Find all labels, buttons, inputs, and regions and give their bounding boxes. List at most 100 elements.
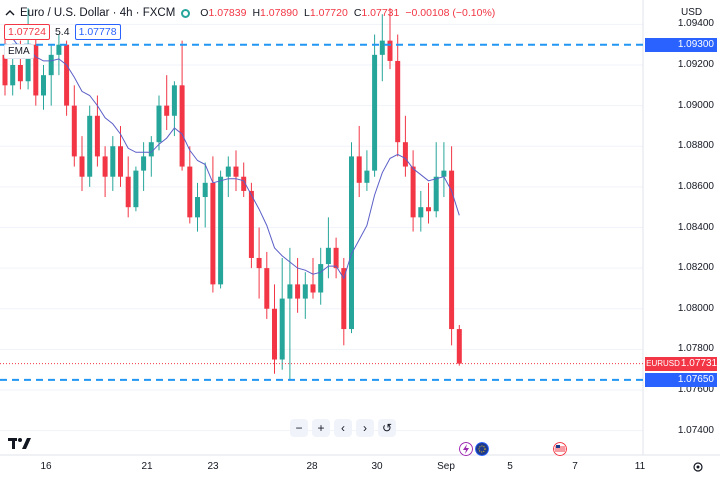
lightning-event-icon[interactable] xyxy=(459,442,473,456)
candle-body xyxy=(441,170,447,177)
eu-flag-event-icon[interactable] xyxy=(475,442,489,456)
candle-body xyxy=(456,329,462,364)
candle-body xyxy=(202,182,208,198)
candle-body xyxy=(449,170,455,330)
candle xyxy=(64,40,70,116)
tradingview-logo-icon[interactable] xyxy=(8,436,32,453)
time-tick-label: 28 xyxy=(306,461,318,472)
currency-selector[interactable]: USD xyxy=(681,7,703,18)
last-price-tag: 1.07731 xyxy=(680,356,718,371)
candle xyxy=(210,156,216,293)
candle xyxy=(241,162,247,198)
candle-body xyxy=(410,166,416,218)
candle xyxy=(287,247,293,380)
candle-body xyxy=(17,65,23,82)
candle xyxy=(441,142,447,198)
horizontal-lines[interactable] xyxy=(0,43,643,381)
time-tick-label: Sep xyxy=(437,461,455,472)
ema-indicator-label[interactable]: EMA xyxy=(4,44,34,59)
spread-value: 5.4 xyxy=(54,26,70,38)
candle xyxy=(125,156,131,218)
candle xyxy=(456,325,462,366)
chevron-up-icon[interactable] xyxy=(4,7,16,19)
candle xyxy=(41,65,46,110)
candle-body xyxy=(64,44,70,106)
candle-body xyxy=(10,65,16,86)
candle-body xyxy=(156,105,162,143)
zoom-out-button[interactable]: − xyxy=(290,419,308,437)
candle-body xyxy=(325,247,331,265)
scroll-left-button[interactable]: ‹ xyxy=(334,419,352,437)
candle-body xyxy=(341,268,347,330)
candle-body xyxy=(164,105,170,116)
ohlc-change: −0.00108 (−0.10%) xyxy=(405,7,496,19)
candle-body xyxy=(118,146,123,177)
candle xyxy=(272,284,277,374)
candle-body xyxy=(433,176,439,212)
candle-body xyxy=(310,284,316,293)
candle-body xyxy=(102,156,108,177)
market-status-icon xyxy=(181,8,191,18)
candle xyxy=(71,85,77,167)
candle xyxy=(233,150,239,191)
candle xyxy=(164,75,170,130)
candle xyxy=(187,146,193,224)
candle-body xyxy=(56,44,62,55)
buy-price-button[interactable]: 1.07778 xyxy=(74,24,121,40)
candle xyxy=(148,136,154,177)
scroll-right-button[interactable]: › xyxy=(356,419,374,437)
candle xyxy=(48,44,54,106)
us-flag-event-icon[interactable] xyxy=(553,442,567,456)
candle xyxy=(133,166,139,212)
candle-body xyxy=(25,44,31,82)
time-tick-label: 16 xyxy=(40,461,52,472)
candle xyxy=(79,136,85,191)
candle-body xyxy=(94,115,100,157)
candle-body xyxy=(287,284,293,299)
candle-body xyxy=(387,40,393,61)
bid-ask-row: 1.07724 5.4 1.07778 xyxy=(4,24,121,40)
chart-nav-toolbar: − + ‹ › ↺ xyxy=(290,419,396,437)
candle xyxy=(264,251,270,319)
candle-body xyxy=(233,166,239,177)
gear-icon[interactable] xyxy=(692,461,704,473)
candle-body xyxy=(402,142,408,167)
candle xyxy=(418,190,424,232)
candle xyxy=(349,142,354,334)
candle-body xyxy=(2,54,8,86)
symbol-title[interactable]: Euro / U.S. Dollar · 4h · FXCM xyxy=(20,7,176,19)
ohlc-close: C1.07731 xyxy=(353,7,400,19)
candle xyxy=(426,182,431,224)
price-tick-label: 1.07600 xyxy=(677,384,714,395)
sell-price-button[interactable]: 1.07724 xyxy=(4,24,50,40)
upper-line-price-tag: 1.09300 xyxy=(645,37,717,52)
candle xyxy=(110,136,116,191)
time-tick-label: 5 xyxy=(507,461,513,472)
candle-body xyxy=(372,54,378,171)
price-tick-label: 1.09000 xyxy=(677,99,714,111)
candle xyxy=(248,182,254,269)
candle-body xyxy=(187,166,193,218)
candle xyxy=(356,125,362,198)
candle xyxy=(433,142,439,218)
reset-chart-button[interactable]: ↺ xyxy=(378,419,396,437)
chart-grid xyxy=(0,23,643,432)
time-tick-label: 11 xyxy=(634,461,646,472)
candle-body xyxy=(418,207,424,218)
candle xyxy=(341,257,347,346)
candle xyxy=(372,34,378,177)
candle-body xyxy=(241,176,247,191)
candle-body xyxy=(426,207,431,212)
candle-body xyxy=(395,60,401,143)
candle-body xyxy=(256,257,262,269)
time-tick-label: 30 xyxy=(371,461,383,472)
candle xyxy=(179,40,185,171)
time-tick-label: 23 xyxy=(207,461,219,472)
candle xyxy=(410,150,416,232)
candle-body xyxy=(41,75,46,96)
chart-header: Euro / U.S. Dollar · 4h · FXCM O1.07839 … xyxy=(4,4,501,22)
candle xyxy=(118,125,123,187)
candle-body xyxy=(264,268,270,309)
zoom-in-button[interactable]: + xyxy=(312,419,330,437)
